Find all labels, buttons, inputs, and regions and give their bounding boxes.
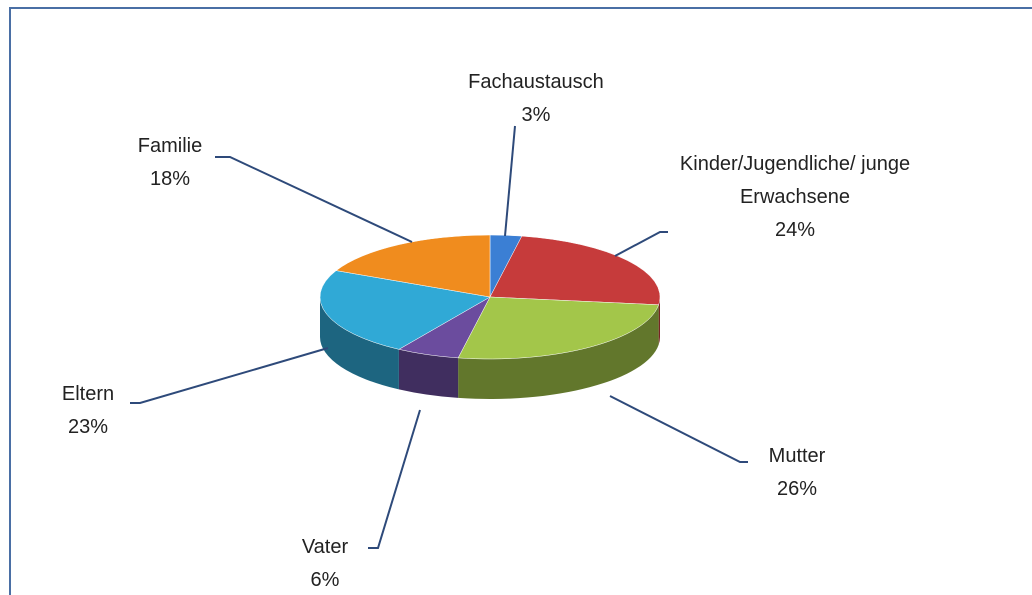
value-label: 3% [521,104,551,126]
slice [489,235,661,306]
leader-line [130,347,329,404]
value-label: 24% [774,219,816,241]
leader-line [609,395,748,463]
value-label: 26% [776,478,818,500]
category-label: Mutter [768,445,826,467]
value-label: 6% [310,569,340,591]
leader-line [614,231,668,257]
leader-line [368,409,421,549]
slice [457,296,660,360]
chart-frame [9,7,1032,595]
leader-line [504,125,516,237]
slice-side [398,349,459,398]
slice [319,270,491,350]
data-label: Vater 6% [265,531,385,595]
data-label: Fachaustausch 3% [426,66,646,132]
category-label: Fachaustausch [468,71,604,93]
category-label: Kinder/Jugendliche/ junge Erwachsene [679,153,911,208]
value-label: 18% [149,168,191,190]
slice [335,234,491,298]
value-label: 23% [67,416,109,438]
category-label: Eltern [61,383,115,405]
data-label: Familie 18% [100,130,240,196]
data-label: Eltern 23% [28,378,148,444]
data-label: Kinder/Jugendliche/ junge Erwachsene 24% [665,148,925,247]
slice-side [320,297,399,390]
slice-side [458,304,659,399]
data-label: Mutter 26% [717,440,877,506]
slice-side [658,297,660,345]
category-label: Familie [137,135,203,157]
category-label: Vater [301,536,349,558]
leader-line [215,156,413,243]
